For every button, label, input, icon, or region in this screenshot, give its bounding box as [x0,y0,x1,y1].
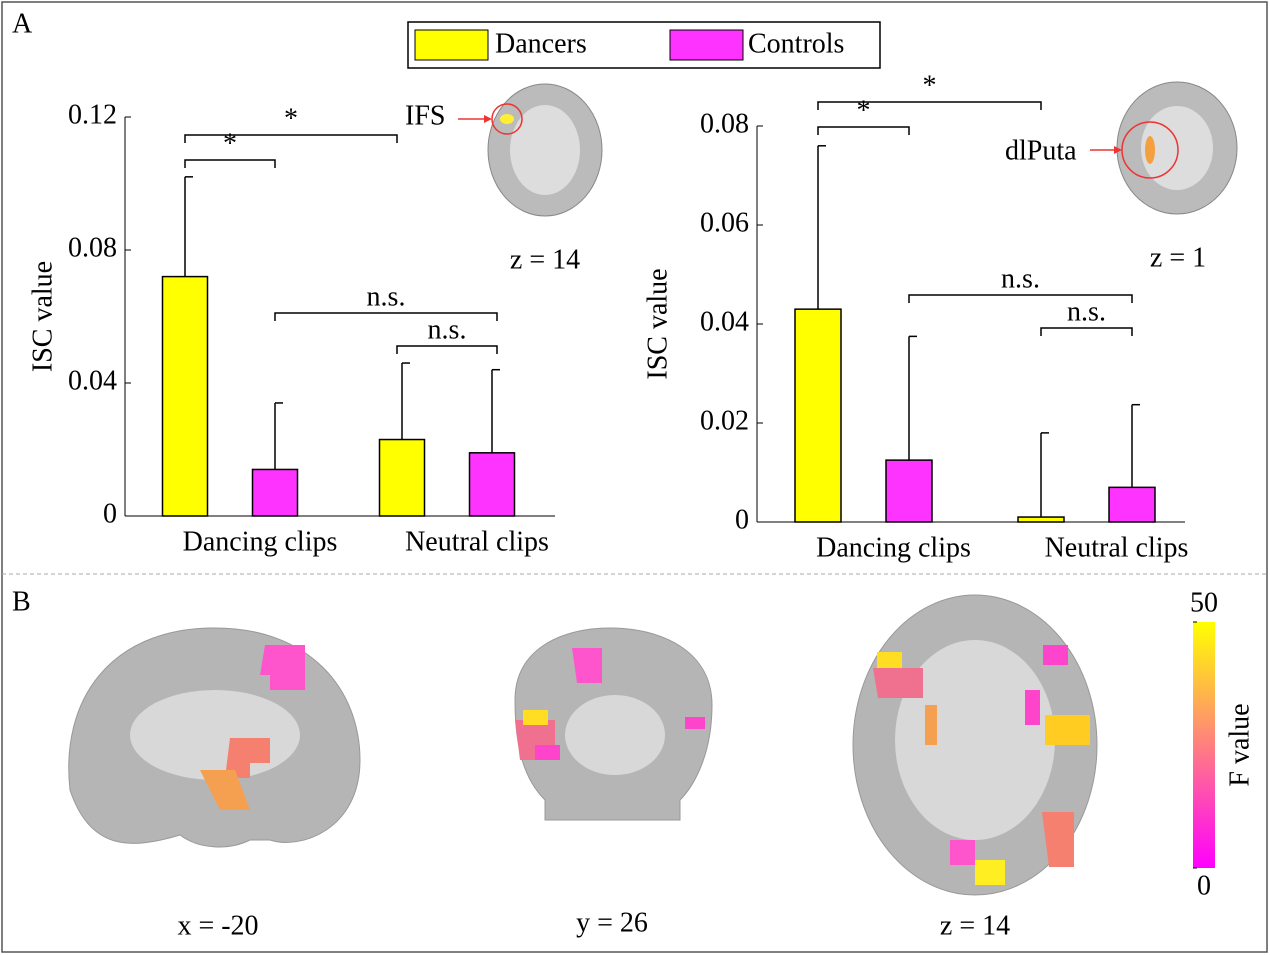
bracket [817,101,1042,110]
y-tick-label: 0.04 [700,306,749,337]
significance-label: n.s. [428,314,467,345]
y-tick-label: 0.06 [700,207,749,238]
bar [794,308,842,523]
brain-inset [1090,81,1238,215]
brain-coronal [514,627,713,821]
brain-axial [852,594,1098,896]
inset-caption: z = 1 [1150,242,1206,273]
bracket [184,134,398,143]
slice-caption: x = -20 [177,910,258,941]
significance-label: n.s. [1067,296,1106,327]
x-tick-label: Dancing clips [183,526,338,557]
y-tick-label: 0.04 [68,365,117,396]
y-axis-label: ISC value [642,268,673,379]
bracket [396,345,498,354]
inset-label: IFS [405,100,445,131]
colorbar-title: F value [1224,703,1255,786]
y-tick-label: 0 [103,498,117,529]
significance-label: n.s. [367,281,406,312]
x-tick-label: Dancing clips [816,532,971,563]
brain-inset [458,83,603,217]
colorbar [1193,622,1215,868]
significance-label: * [223,128,237,159]
bar [468,452,516,517]
y-tick-label: 0.08 [700,108,749,139]
y-axis-label: ISC value [27,261,58,372]
legend-swatch [414,29,489,61]
bar [161,275,209,517]
legend-label: Controls [748,28,844,59]
panel-label: A [12,8,33,39]
brain-sagittal [68,627,361,848]
significance-label: * [923,70,937,101]
colorbar-tick-label: 0 [1197,870,1211,901]
bracket [274,312,498,321]
x-tick-label: Neutral clips [1045,532,1189,563]
bar [378,438,426,517]
bracket [817,126,910,135]
y-tick-label: 0.12 [68,99,117,130]
bar [885,459,933,523]
legend-swatch [669,29,744,61]
inset-label: dlPuta [1005,135,1077,166]
y-tick-label: 0 [735,504,749,535]
y-tick-label: 0.08 [68,232,117,263]
colorbar-tick-label: 50 [1190,587,1218,618]
slice-caption: y = 26 [576,907,648,938]
bracket [184,159,276,168]
y-tick-label: 0.02 [700,405,749,436]
slice-caption: z = 14 [940,910,1010,941]
bar [1017,516,1065,523]
significance-label: * [857,95,871,126]
panel-label: B [12,586,31,617]
inset-caption: z = 14 [510,244,580,275]
significance-label: * [284,103,298,134]
bar [1108,486,1156,523]
significance-label: n.s. [1001,263,1040,294]
bracket [1040,327,1133,336]
bracket [908,294,1133,303]
bar [251,468,299,517]
x-tick-label: Neutral clips [405,526,549,557]
legend-label: Dancers [495,28,587,59]
